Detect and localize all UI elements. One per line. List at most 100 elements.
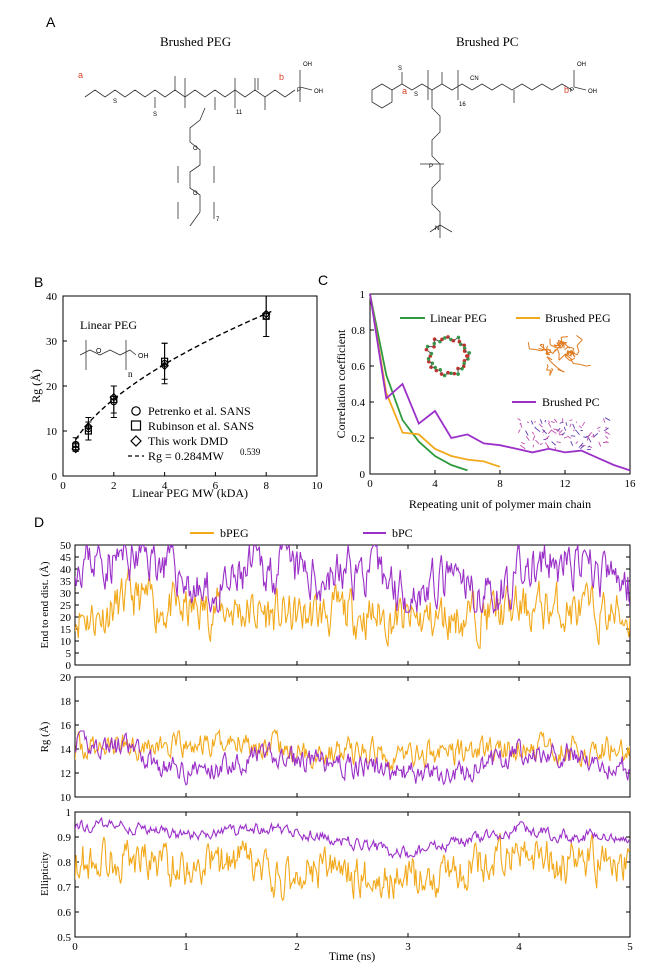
x-tick-label: 0 <box>60 480 66 492</box>
brushed-peg-title: Brushed PEG <box>160 34 231 49</box>
legend-marker-circle <box>131 406 141 416</box>
panel-d-plot <box>75 545 630 902</box>
bond <box>531 431 535 435</box>
bond <box>550 361 558 369</box>
y-tick-label: 20 <box>60 672 72 684</box>
bond <box>546 364 549 367</box>
subplot-3-series <box>75 816 630 902</box>
x-tick-label: 0 <box>72 941 78 953</box>
panel-b-ticks: 0 2 4 6 8 10 0 10 20 30 40 <box>46 291 323 492</box>
bond <box>532 435 536 441</box>
pc-group-a: a <box>402 86 407 96</box>
bond <box>538 347 545 351</box>
bond <box>598 430 601 432</box>
bond <box>561 432 565 436</box>
linear-peg-o: O <box>96 348 102 355</box>
data-point-diamond <box>71 444 81 454</box>
bond <box>542 429 548 435</box>
y-tick-label: 50 <box>60 540 72 552</box>
legend-marker-diamond <box>130 435 142 447</box>
legend-fit-exponent: 0.539 <box>240 447 261 457</box>
bond <box>549 368 554 376</box>
bond <box>573 429 575 431</box>
x-tick-label: 8 <box>497 478 503 490</box>
bond <box>553 428 558 431</box>
y-tick-label: 16 <box>60 720 72 732</box>
bond <box>527 342 530 350</box>
x-tick-label: 4 <box>516 941 522 953</box>
bond <box>587 437 592 443</box>
peg-group-a: a <box>78 70 83 80</box>
legend-brushed-peg: Brushed PEG <box>545 311 611 325</box>
bond <box>593 432 599 438</box>
brushed-peg-structure <box>84 70 313 227</box>
subplot-2-series <box>75 728 630 786</box>
y-tick-label: 14 <box>60 744 72 756</box>
y-tick-label: 10 <box>46 426 58 438</box>
atom <box>426 359 431 364</box>
x-tick-label: 2 <box>111 480 117 492</box>
bond <box>573 363 580 365</box>
y-tick-label: 0.2 <box>351 433 365 445</box>
y-tick-label: 0 <box>66 660 72 672</box>
pc-bond <box>439 224 453 233</box>
x-tick-label: 16 <box>625 478 637 490</box>
y-tick-label: 0.8 <box>351 325 365 337</box>
pc-cn: CN <box>470 76 479 82</box>
bond <box>554 446 558 452</box>
x-tick-label: 0 <box>367 478 373 490</box>
bond <box>575 429 580 436</box>
bond <box>558 353 566 361</box>
subplot-3-ylabel: Ellipticity <box>39 852 51 896</box>
pc-s-1: S <box>398 66 402 72</box>
x-tick-label: 4 <box>162 480 168 492</box>
panel-d: D bPEG bPC 05101520253035404550101214161… <box>34 514 633 963</box>
legend-marker-square <box>130 420 142 431</box>
bond <box>571 348 575 354</box>
bond <box>567 346 574 349</box>
bpeg-trace <box>75 567 630 649</box>
bond <box>579 363 587 367</box>
atom <box>434 368 439 373</box>
bond <box>525 436 530 441</box>
subplot-1-ylabel: End to end dist. (Å) <box>39 561 51 648</box>
pc-side-chain <box>431 90 441 225</box>
bond <box>571 350 576 358</box>
pc-oh-1: OH <box>577 62 586 68</box>
peg-o-2: O <box>193 191 198 197</box>
subplot-2-ylabel: Rg (Å) <box>39 721 51 752</box>
y-tick-label: 18 <box>60 696 72 708</box>
bond <box>546 352 551 356</box>
bond <box>605 435 609 439</box>
bpeg-trace <box>75 728 630 772</box>
data-point-diamond <box>160 361 169 371</box>
atom <box>429 365 433 369</box>
bond <box>563 436 568 439</box>
data-point-square <box>262 312 270 320</box>
bond <box>598 441 602 447</box>
y-tick-label: 5 <box>66 648 72 660</box>
x-tick-label: 2 <box>294 941 300 953</box>
bond <box>580 445 585 450</box>
panel-c-xlabel: Repeating unit of polymer main chain <box>409 497 591 511</box>
x-tick-label: 6 <box>213 480 219 492</box>
peg-o-1: O <box>193 146 198 152</box>
y-tick-label: 0.7 <box>57 882 71 894</box>
bond <box>539 443 543 445</box>
bond <box>517 418 521 421</box>
legend-rubinson: Rubinson et al. SANS <box>148 419 254 433</box>
subplot-2-frame <box>74 676 631 798</box>
bond <box>602 418 606 423</box>
bond <box>539 344 547 352</box>
legend-linear-peg: Linear PEG <box>430 311 487 325</box>
bond <box>520 441 526 445</box>
panel-b-xlabel: Linear PEG MW (kDA) <box>132 486 248 500</box>
bond <box>542 430 546 434</box>
bond <box>575 441 579 445</box>
bond <box>564 346 569 351</box>
y-tick-label: 0.5 <box>57 932 71 944</box>
bond <box>558 339 565 344</box>
peg-bond <box>189 211 201 227</box>
y-tick-label: 45 <box>60 552 72 564</box>
pc-s-2: S <box>414 92 418 98</box>
